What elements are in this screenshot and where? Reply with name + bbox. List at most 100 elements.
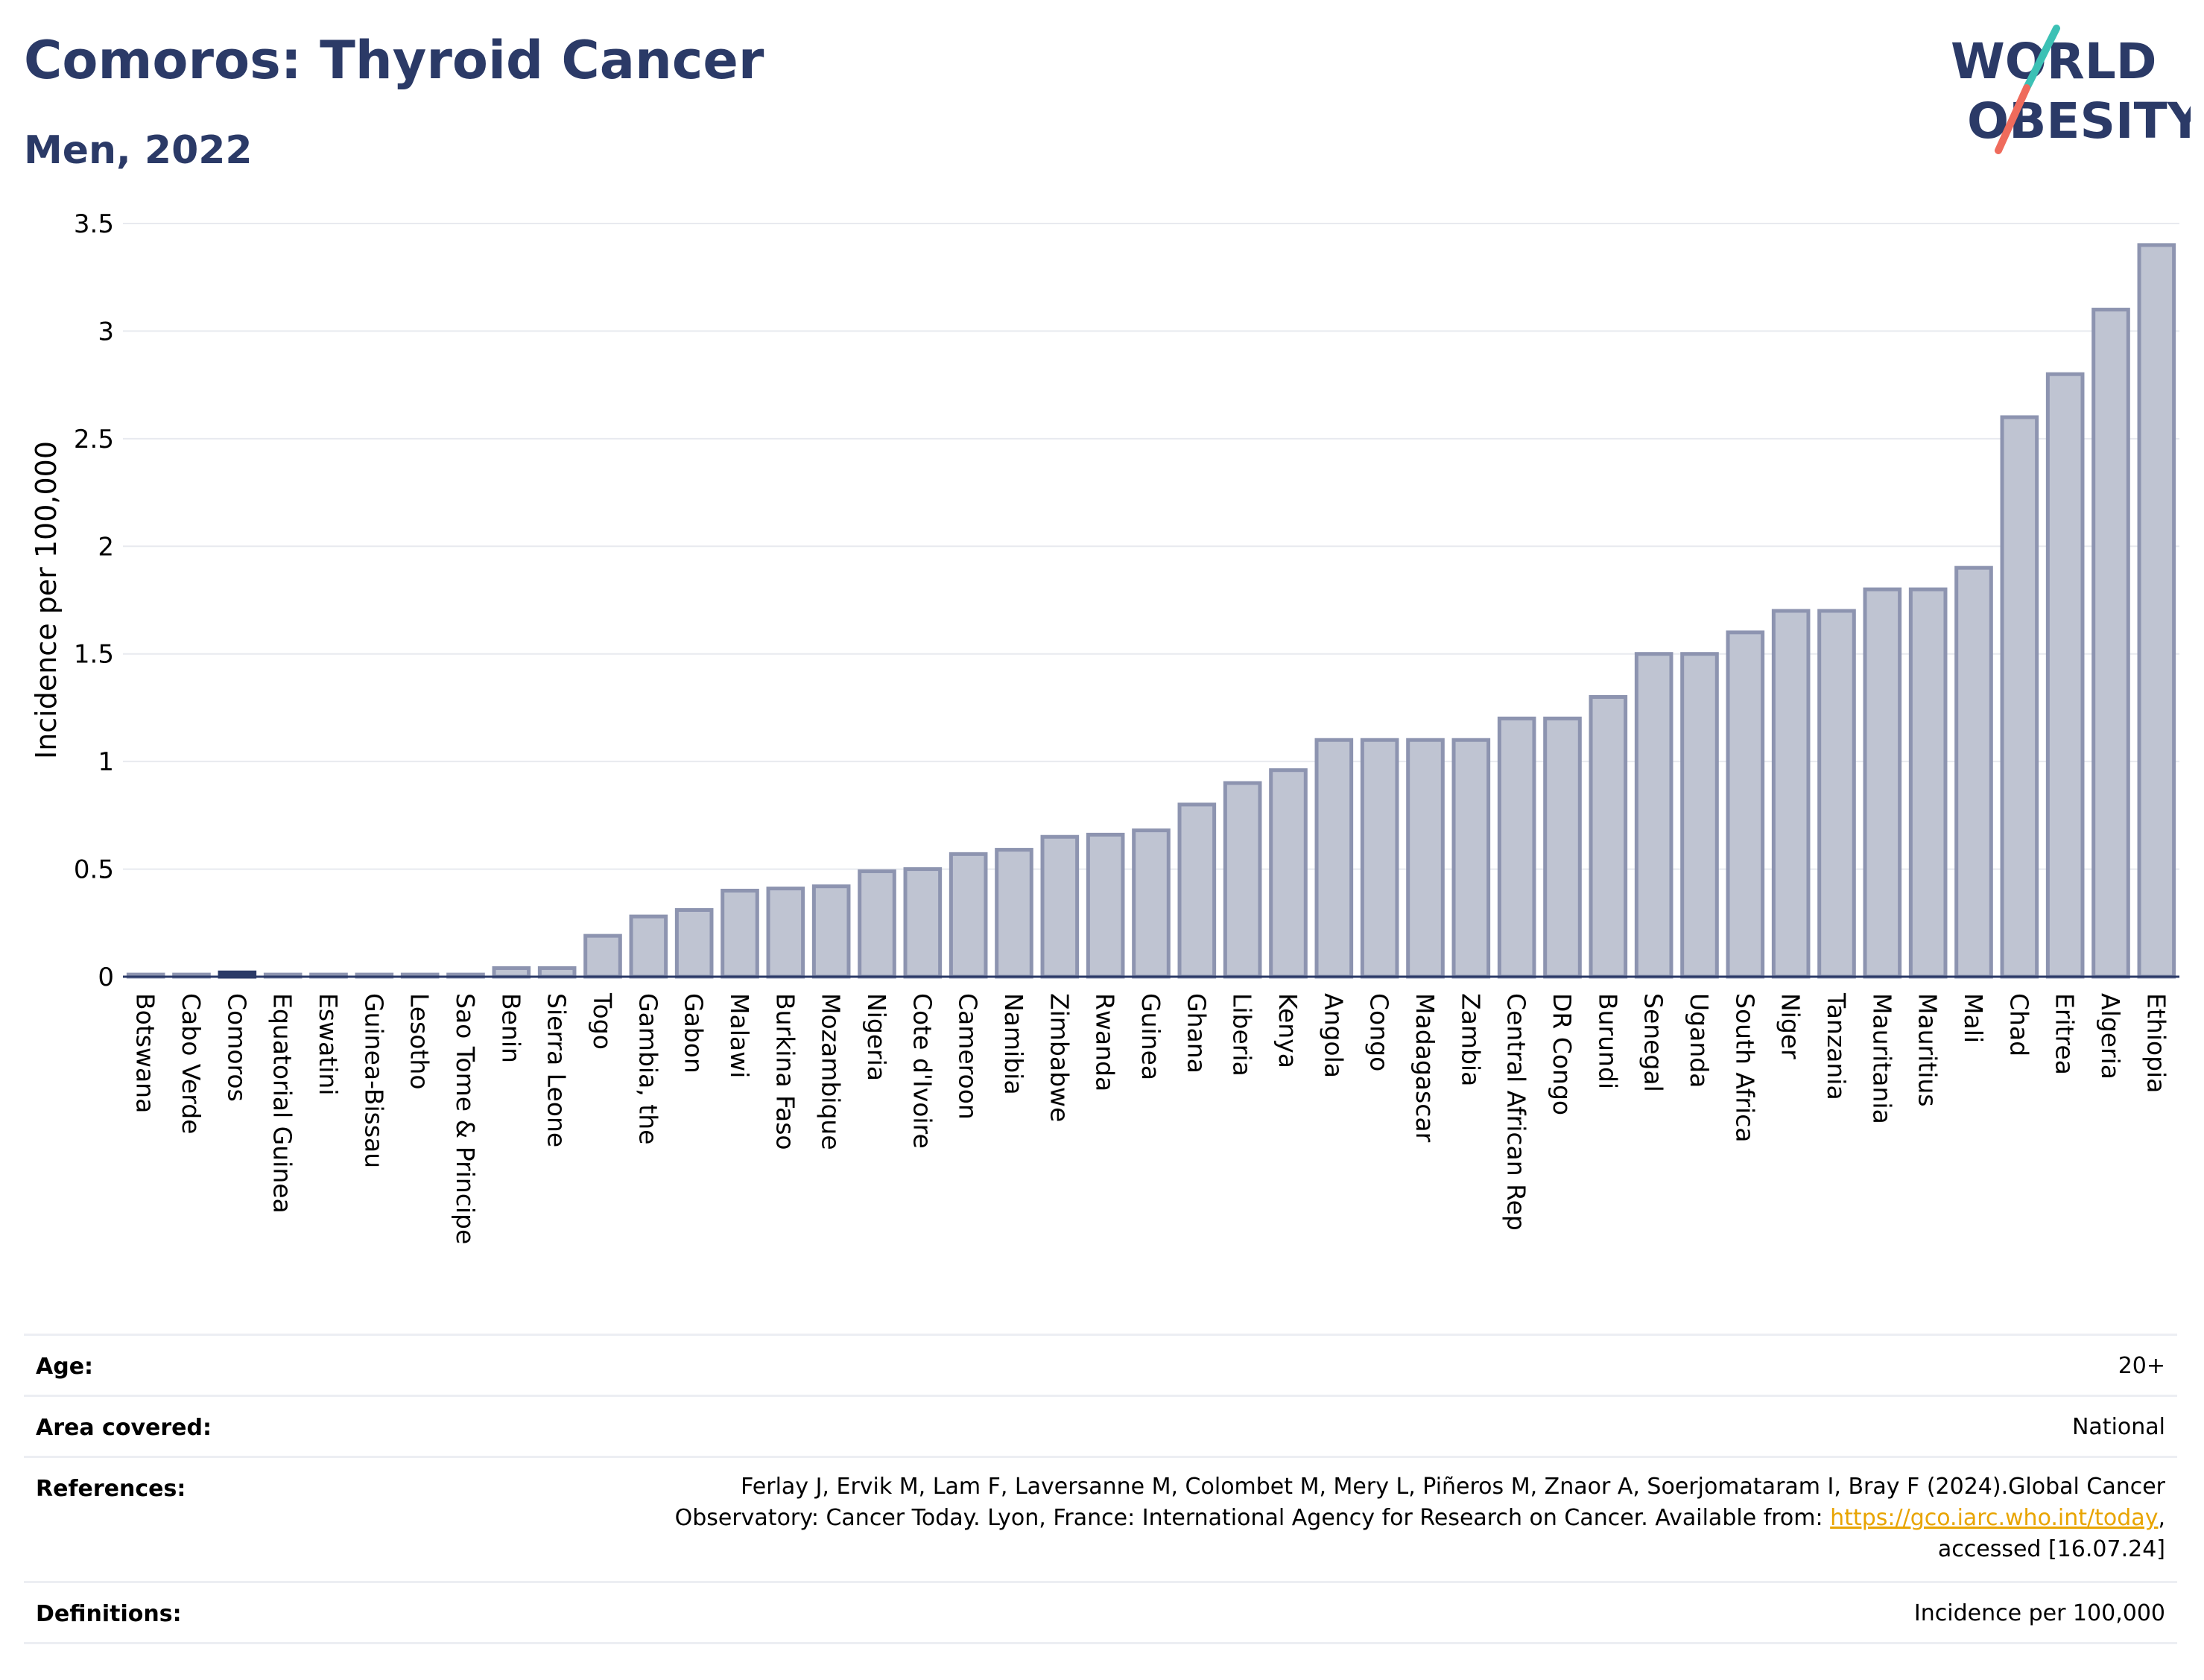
references-line-2-text: Observatory: Cancer Today. Lyon, France:…	[674, 1505, 1831, 1531]
bar-guinea	[1132, 828, 1171, 979]
x-tick-label: Algeria	[2096, 993, 2125, 1080]
bar-angola	[1314, 738, 1354, 979]
x-tick-label: Madagascar	[1410, 993, 1440, 1143]
x-tick-label: Gabon	[680, 993, 709, 1074]
x-tick-label: Tanzania	[1822, 992, 1851, 1100]
bar-cameroon	[949, 852, 988, 979]
bar-mali	[1954, 565, 1993, 979]
x-tick-label: Liberia	[1228, 993, 1257, 1077]
y-tick-label: 1.5	[74, 640, 114, 670]
x-tick-label: Cabo Verde	[177, 993, 206, 1134]
x-tick-label: DR Congo	[1548, 993, 1577, 1115]
x-tick-label: Guinea-Bissau	[359, 993, 388, 1168]
bar-chad	[2000, 415, 2039, 979]
x-tick-label: Equatorial Guinea	[268, 993, 297, 1214]
y-tick-label: 3.5	[74, 209, 114, 239]
bar-mozambique	[811, 884, 851, 979]
bar-burundi	[1589, 694, 1628, 979]
bar-south-africa	[1726, 630, 1765, 979]
bar-cote-d-ivoire	[903, 867, 943, 979]
bar-chart: 0 0.5 1 1.5 2 2.5 3 3.5 Botswana Cabo Verde Comor…	[30, 209, 2179, 1244]
y-axis-label: Incidence per 100,000	[30, 441, 63, 759]
bar-central-african-rep	[1497, 716, 1536, 979]
x-tick-label: Benin	[496, 993, 525, 1063]
bars	[126, 243, 2176, 979]
x-tick-label: Kenya	[1273, 993, 1302, 1068]
x-tick-label: Angola	[1319, 993, 1348, 1078]
x-tick-label: Cameroon	[954, 993, 983, 1120]
references-value: Ferlay J, Ervik M, Lam F, Laversanne M, …	[675, 1471, 2165, 1565]
meta-row-definitions: Definitions: Incidence per 100,000	[24, 1581, 2177, 1644]
bar-nigeria	[858, 869, 896, 979]
x-tick-label: Central African Rep	[1502, 993, 1531, 1231]
bar-ethiopia	[2137, 243, 2176, 979]
meta-row-area: Area covered: National	[24, 1395, 2177, 1458]
logo-text-world: WORLD	[1951, 33, 2157, 90]
age-value: 20+	[2118, 1353, 2165, 1379]
bar-malawi	[721, 888, 759, 979]
x-tick-label: Sao Tome & Principe	[451, 993, 480, 1244]
meta-bottom-border	[24, 1642, 2177, 1644]
metadata-table: Age: 20+ Area covered: National Referenc…	[24, 1334, 2177, 1646]
x-tick-label: Congo	[1365, 993, 1394, 1071]
x-tick-label: Sierra Leone	[542, 993, 571, 1147]
bar-rwanda	[1086, 832, 1125, 979]
x-tick-label: Botswana	[131, 993, 160, 1113]
x-tick-label: Lesotho	[405, 993, 434, 1090]
x-tick-label: Burundi	[1593, 993, 1622, 1089]
area-label: Area covered:	[36, 1415, 212, 1441]
x-tick-label: Gambia, the	[633, 993, 662, 1144]
y-tick-label: 0	[98, 963, 114, 992]
bar-gabon	[674, 907, 714, 979]
bar-niger	[1771, 609, 1811, 979]
y-tick-label: 1	[98, 747, 114, 777]
meta-row-references: References: Ferlay J, Ervik M, Lam F, La…	[24, 1456, 2177, 1583]
x-tick-label: Eswatini	[314, 993, 343, 1095]
x-tick-label: Rwanda	[1091, 993, 1120, 1091]
references-label: References:	[36, 1476, 186, 1502]
references-line-2: Observatory: Cancer Today. Lyon, France:…	[675, 1503, 2165, 1534]
bar-burkina-faso	[766, 887, 805, 979]
bar-gambia-the	[629, 914, 668, 979]
logo-slash-teal	[2023, 25, 2060, 92]
x-tick-label: Comoros	[222, 993, 251, 1102]
x-tick-label: Namibia	[999, 993, 1028, 1095]
world-obesity-logo: WORLD OBESITY	[1951, 25, 2191, 154]
page-subtitle: Men, 2022	[24, 128, 253, 173]
x-tick-label: Uganda	[1685, 993, 1714, 1088]
x-tick-label: Malawi	[725, 993, 754, 1078]
definitions-value: Incidence per 100,000	[1913, 1600, 2165, 1626]
references-line-2-suffix: ,	[2158, 1505, 2165, 1531]
references-line-1: Ferlay J, Ervik M, Lam F, Laversanne M, …	[741, 1474, 2165, 1500]
x-tick-label: Mali	[1959, 993, 1988, 1043]
y-tick-label: 0.5	[74, 855, 114, 885]
x-tick-label: Zimbabwe	[1045, 993, 1074, 1122]
x-tick-label: Niger	[1776, 993, 1805, 1059]
x-tick-labels: Botswana Cabo Verde Comoros Equatorial Guin…	[131, 992, 2171, 1244]
y-tick-label: 2.5	[74, 425, 114, 454]
references-link[interactable]: https://gco.iarc.who.int/today	[1830, 1505, 2159, 1531]
bar-zambia	[1451, 738, 1491, 979]
bar-ghana	[1177, 802, 1217, 979]
x-tick-label: Senegal	[1639, 993, 1668, 1092]
bar-zimbabwe	[1040, 834, 1080, 979]
x-tick-label: Eritrea	[2051, 993, 2080, 1075]
x-tick-label: Mauritius	[1913, 993, 1942, 1107]
references-line-3: accessed [16.07.24]	[1937, 1536, 2165, 1562]
x-tick-label: Ethiopia	[2141, 993, 2170, 1093]
bar-tanzania	[1817, 609, 1856, 979]
x-tick-label: Mozambique	[817, 993, 846, 1150]
x-tick-label: Chad	[2004, 993, 2033, 1056]
bar-madagascar	[1406, 738, 1445, 979]
x-tick-label: Mauritania	[1867, 993, 1896, 1124]
x-tick-label: Burkina Faso	[770, 993, 799, 1150]
x-tick-label: Togo	[588, 992, 617, 1050]
y-tick-label: 3	[98, 317, 114, 346]
bar-benin	[492, 966, 531, 979]
x-tick-label: Zambia	[1456, 993, 1485, 1086]
bar-kenya	[1269, 768, 1308, 979]
y-tick-labels: 0 0.5 1 1.5 2 2.5 3 3.5	[74, 209, 114, 992]
x-tick-label: Cote d'Ivoire	[908, 993, 937, 1149]
bar-sierra-leone	[537, 966, 577, 979]
bar-liberia	[1223, 781, 1262, 979]
